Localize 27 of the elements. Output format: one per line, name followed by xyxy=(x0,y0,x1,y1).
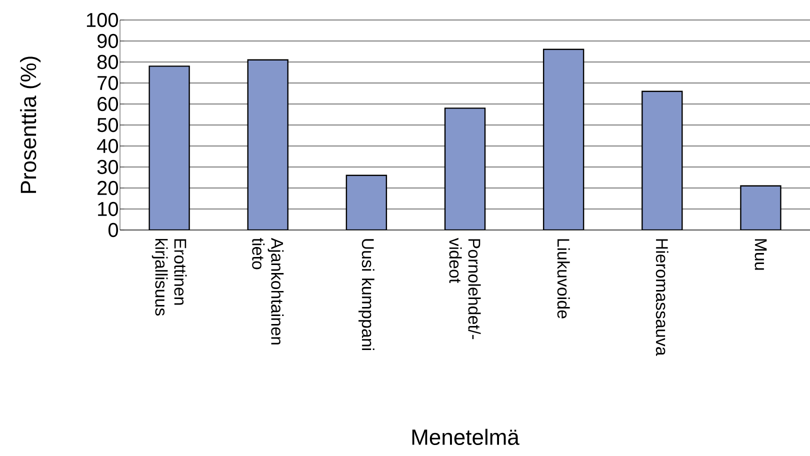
y-tick-label: 50 xyxy=(97,118,118,132)
bar xyxy=(346,174,388,230)
x-tick-label: Pornolehdet/-videot xyxy=(449,238,481,340)
bar xyxy=(542,48,584,230)
y-tick-label: 70 xyxy=(98,76,118,90)
y-tick-label: 0 xyxy=(108,222,118,238)
x-tick-label: Hieromassauva xyxy=(656,239,668,356)
y-tick-label: 90 xyxy=(98,34,118,48)
y-tick-label: 60 xyxy=(98,96,118,112)
x-tick-label: Erottinen kirjallisuus xyxy=(152,238,187,316)
y-tick-label: 20 xyxy=(98,180,118,196)
x-tick-label: Uusi kumppani xyxy=(358,239,374,350)
y-tick-label: 40 xyxy=(97,138,118,154)
x-tick-label: Liukuvoide xyxy=(557,239,570,318)
y-tick-label: 80 xyxy=(97,54,118,70)
y-tick-label: 30 xyxy=(97,160,118,174)
y-axis-title: Prosenttia (%) xyxy=(20,56,41,193)
bar xyxy=(642,90,683,230)
bar xyxy=(148,66,190,230)
x-tick-label: Muu xyxy=(754,239,767,270)
bar xyxy=(740,185,782,230)
x-tick-label: Ajankohtainen tieto xyxy=(252,238,284,344)
bar xyxy=(247,59,288,230)
y-tick-label: 100 xyxy=(86,12,118,28)
y-tick-label: 10 xyxy=(98,202,118,216)
x-axis-title: Menetelmä xyxy=(412,428,520,445)
bar xyxy=(444,108,486,230)
